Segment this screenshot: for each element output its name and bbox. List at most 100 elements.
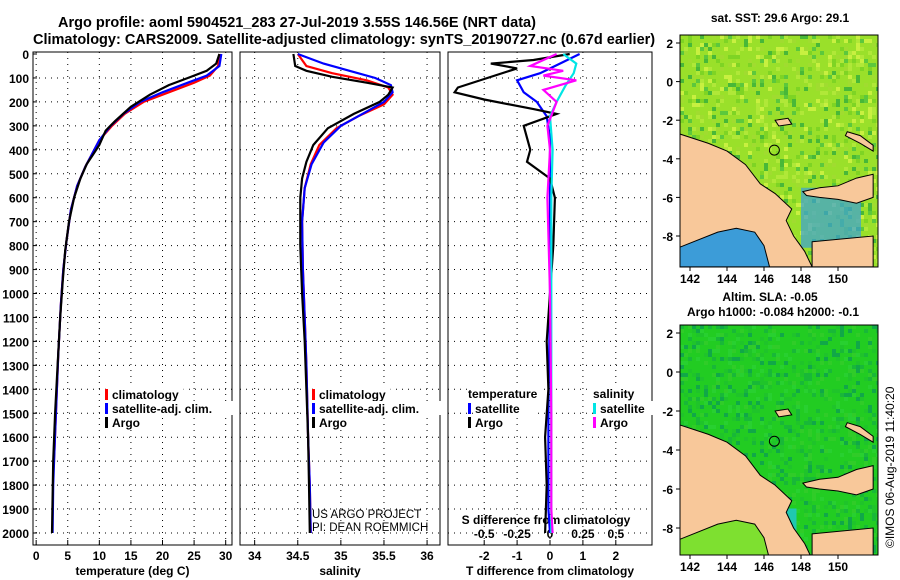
data-cell — [724, 325, 728, 329]
data-cell — [780, 333, 784, 337]
data-cell — [764, 123, 768, 127]
data-cell — [832, 429, 836, 433]
data-cell — [760, 139, 764, 143]
data-cell — [876, 429, 878, 433]
data-cell — [872, 171, 876, 175]
data-cell — [712, 71, 716, 75]
data-cell — [776, 357, 780, 361]
data-cell — [864, 203, 868, 207]
x-tick-label: 15 — [124, 549, 138, 563]
data-cell — [804, 457, 808, 461]
data-cell — [804, 155, 808, 159]
data-cell — [748, 381, 752, 385]
data-cell — [752, 83, 756, 87]
data-cell — [804, 373, 808, 377]
data-cell — [772, 59, 776, 63]
data-cell — [848, 95, 852, 99]
data-cell — [816, 373, 820, 377]
data-cell — [856, 433, 860, 437]
data-cell — [732, 135, 736, 139]
data-cell — [800, 529, 804, 533]
data-cell — [788, 163, 792, 167]
data-cell — [736, 79, 740, 83]
data-cell — [848, 87, 852, 91]
data-cell — [776, 401, 780, 405]
data-cell — [772, 167, 776, 171]
data-cell — [784, 397, 788, 401]
data-cell — [844, 99, 848, 103]
data-cell — [856, 453, 860, 457]
legend-label: satellite — [600, 402, 645, 416]
data-cell — [784, 361, 788, 365]
data-cell — [704, 389, 708, 393]
data-cell — [716, 401, 720, 405]
data-cell — [764, 75, 768, 79]
data-cell — [868, 135, 872, 139]
map-title-2: Argo h1000: -0.084 h2000: -0.1 — [687, 305, 859, 319]
data-cell — [764, 103, 768, 107]
data-cell — [856, 103, 860, 107]
data-cell — [680, 119, 684, 123]
data-cell — [848, 429, 852, 433]
data-cell — [792, 369, 796, 373]
data-cell — [736, 91, 740, 95]
data-cell — [736, 401, 740, 405]
data-cell — [704, 401, 708, 405]
lat-tick-label: -4 — [662, 153, 673, 167]
data-cell — [832, 353, 836, 357]
data-cell — [800, 35, 804, 39]
data-cell — [804, 473, 808, 477]
data-cell — [820, 143, 824, 147]
data-cell — [772, 95, 776, 99]
data-cell — [688, 127, 692, 131]
data-cell — [808, 381, 812, 385]
data-cell — [872, 377, 876, 381]
data-cell — [780, 35, 784, 39]
data-cell — [808, 135, 812, 139]
data-cell — [872, 179, 876, 183]
data-cell — [744, 417, 748, 421]
data-cell — [864, 441, 868, 445]
data-cell — [836, 401, 840, 405]
data-cell — [700, 79, 704, 83]
data-cell — [876, 171, 878, 175]
data-cell — [764, 63, 768, 67]
data-cell — [680, 79, 684, 83]
data-cell — [876, 493, 878, 497]
data-cell — [820, 497, 824, 501]
data-cell — [680, 413, 684, 417]
data-cell — [744, 345, 748, 349]
data-cell — [876, 123, 878, 127]
data-cell — [844, 505, 848, 509]
data-cell — [700, 103, 704, 107]
legend-bg — [598, 415, 626, 429]
data-cell — [764, 151, 768, 155]
data-cell — [804, 537, 808, 541]
data-cell — [768, 75, 772, 79]
data-cell — [756, 83, 760, 87]
data-cell — [752, 381, 756, 385]
data-cell — [864, 361, 868, 365]
data-cell — [716, 333, 720, 337]
data-cell — [712, 127, 716, 131]
data-cell — [736, 429, 740, 433]
data-cell — [860, 365, 864, 369]
data-cell — [736, 83, 740, 87]
data-cell — [776, 159, 780, 163]
data-cell — [724, 39, 728, 43]
data-cell — [728, 91, 732, 95]
data-cell — [724, 357, 728, 361]
data-cell — [768, 147, 772, 151]
s-tick-label: 0.5 — [607, 527, 624, 541]
data-cell — [836, 357, 840, 361]
data-cell — [740, 413, 744, 417]
data-cell — [692, 75, 696, 79]
data-cell — [856, 441, 860, 445]
data-cell — [732, 357, 736, 361]
data-cell — [844, 385, 848, 389]
data-cell — [832, 115, 836, 119]
depth-tick-label: 1100 — [3, 311, 29, 325]
data-cell — [780, 195, 784, 199]
data-cell — [860, 513, 864, 517]
